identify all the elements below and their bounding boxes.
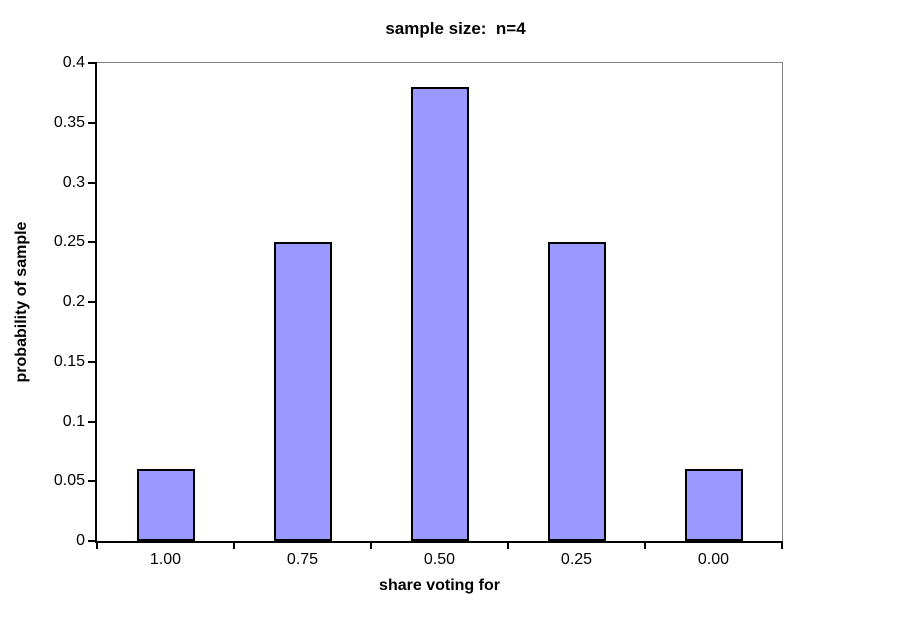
- y-axis-tick: [88, 540, 97, 542]
- y-tick-label: 0.4: [62, 54, 85, 71]
- x-tick-label: 0.00: [697, 551, 730, 568]
- chart-title: sample size: n=4: [385, 19, 526, 38]
- x-axis-tick: [781, 541, 783, 549]
- y-axis-tick: [88, 121, 97, 124]
- x-tick-label: 0.50: [423, 551, 456, 568]
- y-axis-tick: [88, 480, 97, 483]
- y-tick-label: 0.3: [62, 173, 85, 191]
- y-tick-label: 0.25: [53, 233, 85, 251]
- x-tick-label: 0.75: [286, 551, 319, 568]
- y-tick-label: 0.35: [53, 113, 85, 131]
- y-axis-tick: [88, 360, 97, 363]
- bar-0.50: [411, 87, 469, 541]
- plot-area: share voting for 0 0.05 0.1 0.15 0.2 0.25 0.3 0…: [54, 54, 783, 594]
- y-tick-label: 0.2: [62, 293, 85, 310]
- y-tick-label: 0: [76, 532, 85, 549]
- bar-1.00: [137, 469, 195, 541]
- y-tick-label: 0.1: [62, 412, 85, 430]
- bar-0.25: [548, 242, 606, 541]
- x-axis-title: share voting for: [379, 577, 500, 594]
- y-axis-tick: [88, 420, 97, 423]
- y-axis-tick: [88, 181, 97, 184]
- bar-0.00: [685, 469, 743, 541]
- y-axis-tick: [88, 241, 97, 244]
- y-axis-title: probability of sample: [13, 221, 30, 383]
- x-axis-tick: [370, 541, 372, 549]
- y-tick-label: 0.05: [53, 472, 85, 490]
- x-tick-label: 1.00: [149, 551, 182, 568]
- x-axis-tick: [507, 541, 509, 549]
- x-tick-label: 0.25: [560, 551, 593, 568]
- bar-0.75: [274, 242, 332, 541]
- x-axis-tick: [233, 541, 235, 549]
- y-tick-label: 0.15: [53, 352, 85, 370]
- x-axis-tick: [644, 541, 646, 549]
- y-axis-tick: [88, 62, 97, 64]
- x-axis-tick: [96, 541, 98, 549]
- y-axis-tick: [88, 301, 97, 303]
